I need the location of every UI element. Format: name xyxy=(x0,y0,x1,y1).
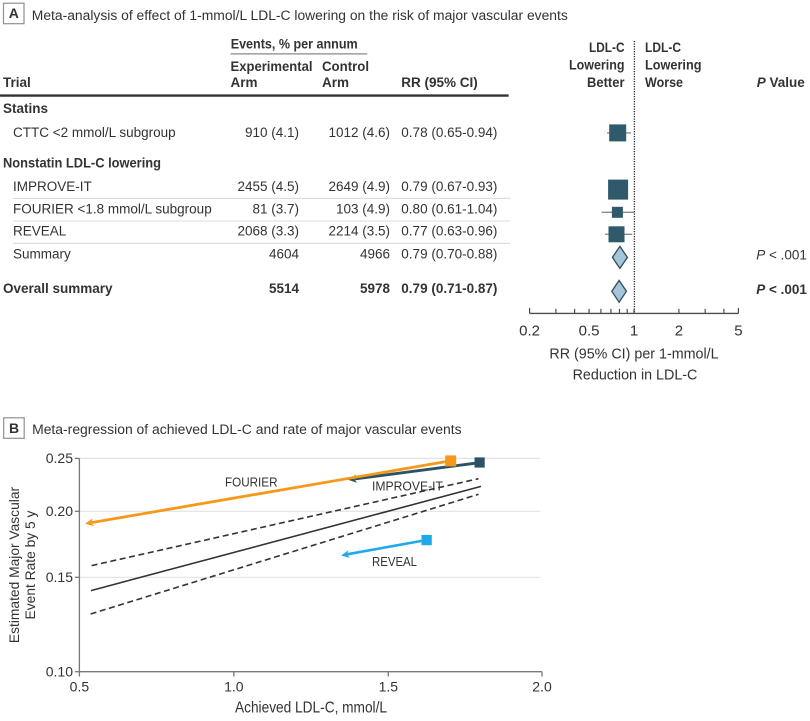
svg-text:Lowering: Lowering xyxy=(569,58,625,73)
svg-text:LDL-C: LDL-C xyxy=(645,40,681,55)
svg-text:Statins: Statins xyxy=(3,101,48,116)
svg-text:Lowering: Lowering xyxy=(645,58,702,73)
svg-text:Overall summary: Overall summary xyxy=(3,281,113,296)
svg-text:B: B xyxy=(9,420,19,436)
svg-text:0.5: 0.5 xyxy=(70,679,90,695)
svg-text:Control: Control xyxy=(322,59,369,74)
svg-text:RR (95% CI): RR (95% CI) xyxy=(401,75,478,90)
svg-text:IMPROVE-IT: IMPROVE-IT xyxy=(13,179,92,194)
svg-text:A: A xyxy=(9,5,19,21)
svg-text:P Value: P Value xyxy=(757,75,806,90)
svg-text:5978: 5978 xyxy=(360,281,391,296)
svg-text:0.10: 0.10 xyxy=(46,664,73,680)
svg-text:0.2: 0.2 xyxy=(519,323,540,340)
svg-text:Better: Better xyxy=(587,75,625,90)
svg-text:1.5: 1.5 xyxy=(379,679,399,695)
svg-text:Summary: Summary xyxy=(13,247,71,262)
svg-text:Arm: Arm xyxy=(322,75,349,90)
svg-text:FOURIER: FOURIER xyxy=(225,474,278,489)
svg-text:2649 (4.9): 2649 (4.9) xyxy=(328,179,390,194)
svg-text:P < .001: P < .001 xyxy=(756,248,807,263)
svg-text:FOURIER <1.8 mmol/L subgroup: FOURIER <1.8 mmol/L subgroup xyxy=(13,201,212,216)
svg-text:910 (4.1): 910 (4.1) xyxy=(245,125,299,140)
svg-text:0.20: 0.20 xyxy=(46,503,73,519)
svg-text:REVEAL: REVEAL xyxy=(13,224,67,239)
svg-text:Experimental: Experimental xyxy=(231,59,313,74)
svg-text:0.15: 0.15 xyxy=(46,569,73,585)
svg-text:0.79 (0.67-0.93): 0.79 (0.67-0.93) xyxy=(401,179,497,194)
svg-text:2455 (4.5): 2455 (4.5) xyxy=(237,179,299,194)
svg-text:5: 5 xyxy=(734,323,742,340)
svg-text:4966: 4966 xyxy=(360,247,390,262)
svg-text:0.25: 0.25 xyxy=(46,450,73,466)
svg-text:2.0: 2.0 xyxy=(532,679,552,695)
svg-text:2214 (3.5): 2214 (3.5) xyxy=(328,224,390,239)
svg-text:2068 (3.3): 2068 (3.3) xyxy=(237,224,299,239)
svg-text:RR (95% CI) per 1-mmol/L: RR (95% CI) per 1-mmol/L xyxy=(549,346,718,362)
svg-text:0.79 (0.71-0.87): 0.79 (0.71-0.87) xyxy=(401,281,497,296)
svg-text:0.5: 0.5 xyxy=(579,323,600,340)
svg-text:CTTC <2 mmol/L subgroup: CTTC <2 mmol/L subgroup xyxy=(13,125,176,140)
svg-text:P < .001: P < .001 xyxy=(756,282,807,297)
svg-text:Event Rate by 5 y: Event Rate by 5 y xyxy=(23,510,38,619)
svg-text:Arm: Arm xyxy=(231,75,258,90)
svg-text:Meta-analysis of effect of 1-m: Meta-analysis of effect of 1-mmol/L LDL-… xyxy=(32,8,568,24)
svg-text:IMPROVE-IT: IMPROVE-IT xyxy=(372,479,443,494)
svg-text:1012 (4.6): 1012 (4.6) xyxy=(328,125,390,140)
svg-text:Achieved LDL-C, mmol/L: Achieved LDL-C, mmol/L xyxy=(235,700,387,717)
svg-text:Estimated Major Vascular: Estimated Major Vascular xyxy=(7,487,22,644)
svg-text:1.0: 1.0 xyxy=(224,679,244,695)
svg-text:4604: 4604 xyxy=(269,247,300,262)
svg-text:Meta-regression of achieved LD: Meta-regression of achieved LDL-C and ra… xyxy=(32,422,462,438)
svg-text:Reduction in LDL-C: Reduction in LDL-C xyxy=(573,368,698,384)
svg-text:Worse: Worse xyxy=(645,75,683,90)
svg-text:LDL-C: LDL-C xyxy=(589,40,625,55)
svg-text:Nonstatin LDL-C lowering: Nonstatin LDL-C lowering xyxy=(3,155,161,170)
svg-text:0.80 (0.61-1.04): 0.80 (0.61-1.04) xyxy=(401,201,497,216)
svg-text:Events, % per annum: Events, % per annum xyxy=(231,36,358,51)
svg-text:0.78 (0.65-0.94): 0.78 (0.65-0.94) xyxy=(401,125,497,140)
svg-text:0.79 (0.70-0.88): 0.79 (0.70-0.88) xyxy=(401,247,497,262)
svg-text:REVEAL: REVEAL xyxy=(372,554,417,569)
svg-text:5514: 5514 xyxy=(269,281,300,296)
svg-text:1: 1 xyxy=(630,323,638,340)
svg-text:103 (4.9): 103 (4.9) xyxy=(336,201,390,216)
svg-text:2: 2 xyxy=(675,323,683,340)
svg-text:0.77 (0.63-0.96): 0.77 (0.63-0.96) xyxy=(401,224,497,239)
svg-text:81 (3.7): 81 (3.7) xyxy=(252,201,299,216)
svg-text:Trial: Trial xyxy=(3,75,31,90)
